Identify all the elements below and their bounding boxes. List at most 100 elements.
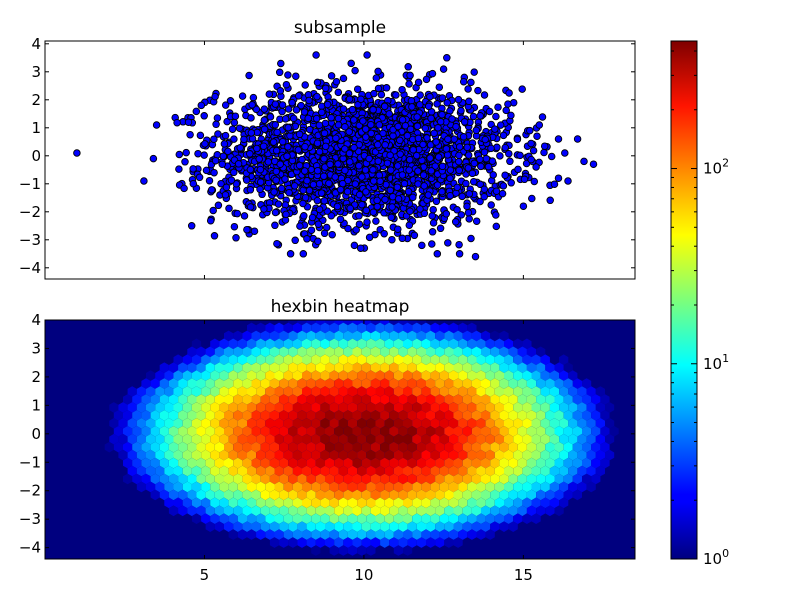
scatter-point xyxy=(180,184,188,193)
hexbin-cell xyxy=(421,370,431,381)
scatter-point xyxy=(414,167,422,175)
hexbin-cell xyxy=(554,441,564,453)
hexbin-cell xyxy=(164,402,174,413)
scatter-point xyxy=(314,237,322,246)
scatter-point xyxy=(224,147,232,156)
scatter-point xyxy=(184,118,193,126)
scatter-point xyxy=(362,133,370,141)
scatter-point xyxy=(327,113,335,122)
hexbin-cell xyxy=(517,457,527,469)
scatter-point xyxy=(195,173,204,182)
hexbin-cell xyxy=(283,449,293,461)
hexbin-cell xyxy=(467,402,477,413)
scatter-point xyxy=(149,154,158,163)
hexbin-cell xyxy=(247,370,257,381)
hexbin-cell xyxy=(159,394,169,405)
hexbin-cell xyxy=(499,410,509,421)
hexbin-cell xyxy=(453,505,463,517)
hexbin-cell xyxy=(389,330,399,342)
scatter-point xyxy=(246,186,255,194)
scatter-point xyxy=(476,180,484,189)
hexbin-cell xyxy=(522,402,532,413)
hexbin-cell xyxy=(214,362,224,373)
hexbin-cell xyxy=(338,338,348,350)
hexbin-cell xyxy=(334,473,344,485)
hexbin-cell xyxy=(113,441,123,453)
hexbin-cell xyxy=(315,473,325,485)
hexbin-cell xyxy=(476,338,486,350)
hexbin-cell xyxy=(164,370,174,381)
scatter-point xyxy=(422,75,431,84)
scatter-point xyxy=(554,135,563,143)
hexbin-cell xyxy=(320,354,330,365)
hexbin-cell xyxy=(389,537,399,548)
hexbin-cell xyxy=(297,320,307,326)
hexbin-cell xyxy=(531,513,541,524)
scatter-point xyxy=(420,182,428,190)
scatter-point xyxy=(443,98,451,107)
hexbin-cell xyxy=(439,481,449,493)
hexbin-cell xyxy=(306,537,316,548)
scatter-point xyxy=(222,183,231,192)
scatter-point xyxy=(328,230,336,239)
hexbin-cell xyxy=(481,394,491,405)
hexbin-cell xyxy=(224,330,234,342)
hexbin-cell xyxy=(531,386,541,397)
scatter-point xyxy=(189,165,197,173)
scatter-point xyxy=(404,187,413,196)
hexbin-cell xyxy=(412,449,422,461)
scatter-point xyxy=(504,100,512,108)
hexbin-cell xyxy=(421,529,431,540)
hexbin-cell xyxy=(168,457,179,469)
hexbin-cell xyxy=(384,402,394,413)
hexbin-cell xyxy=(320,338,330,350)
hexbin-cell xyxy=(251,521,261,532)
hexbin-cell xyxy=(274,497,284,509)
scatter-point xyxy=(336,215,345,224)
hexbin-cell xyxy=(471,394,481,405)
hexbin-cell xyxy=(471,362,481,373)
hexbin-cell xyxy=(605,418,615,429)
hexbin-cell xyxy=(357,433,367,445)
hexbin-cell xyxy=(531,449,541,461)
hexbin-cell xyxy=(536,426,546,437)
hexbin-cell xyxy=(325,537,335,548)
hexbin-cell xyxy=(591,426,601,437)
hexbin-cell xyxy=(389,426,399,437)
hexbin-cell xyxy=(265,449,275,461)
hexbin-cell xyxy=(343,489,353,501)
hexbin-cell xyxy=(320,370,330,381)
scatter-point xyxy=(382,84,391,92)
hexbin-cell xyxy=(136,449,146,461)
scatter-point xyxy=(291,236,299,245)
hexbin-cell xyxy=(352,362,362,373)
hexbin-cell xyxy=(228,386,238,397)
scatter-point xyxy=(428,228,437,236)
hexbin-cell xyxy=(554,489,564,501)
scatter-point xyxy=(344,224,352,233)
hexbin-cell xyxy=(435,537,445,548)
scatter-point xyxy=(505,149,513,158)
hexbin-cell xyxy=(490,441,500,453)
scatter-point xyxy=(303,235,311,243)
scatter-point xyxy=(463,202,471,211)
scatter-point xyxy=(438,110,446,119)
scatter-point xyxy=(442,210,451,218)
scatter-point xyxy=(352,226,360,234)
hexbin-cell xyxy=(439,370,449,381)
hexbin-cell xyxy=(430,497,440,509)
hexbin-cell xyxy=(338,529,348,540)
hexbin-cell xyxy=(182,433,192,445)
hexbin-cell xyxy=(325,457,335,469)
hexbin-cell xyxy=(485,402,495,413)
hexbin-cell xyxy=(260,394,270,405)
hexbin-cell xyxy=(191,370,202,381)
hexbin-cell xyxy=(370,346,381,358)
scatter-point xyxy=(464,151,473,159)
scatter-point xyxy=(458,192,466,201)
hexbin-cell xyxy=(384,513,394,524)
hexbin-cell xyxy=(118,418,128,429)
scatter-point xyxy=(278,137,287,146)
hexbin-cell xyxy=(233,330,243,342)
